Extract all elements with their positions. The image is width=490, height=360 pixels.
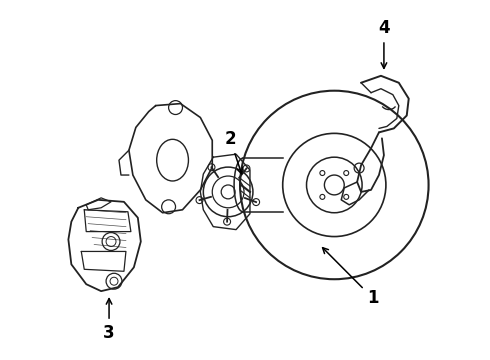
Text: 3: 3: [103, 298, 115, 342]
Text: 4: 4: [378, 19, 390, 68]
Text: 2: 2: [224, 130, 243, 174]
Text: 1: 1: [322, 248, 379, 307]
